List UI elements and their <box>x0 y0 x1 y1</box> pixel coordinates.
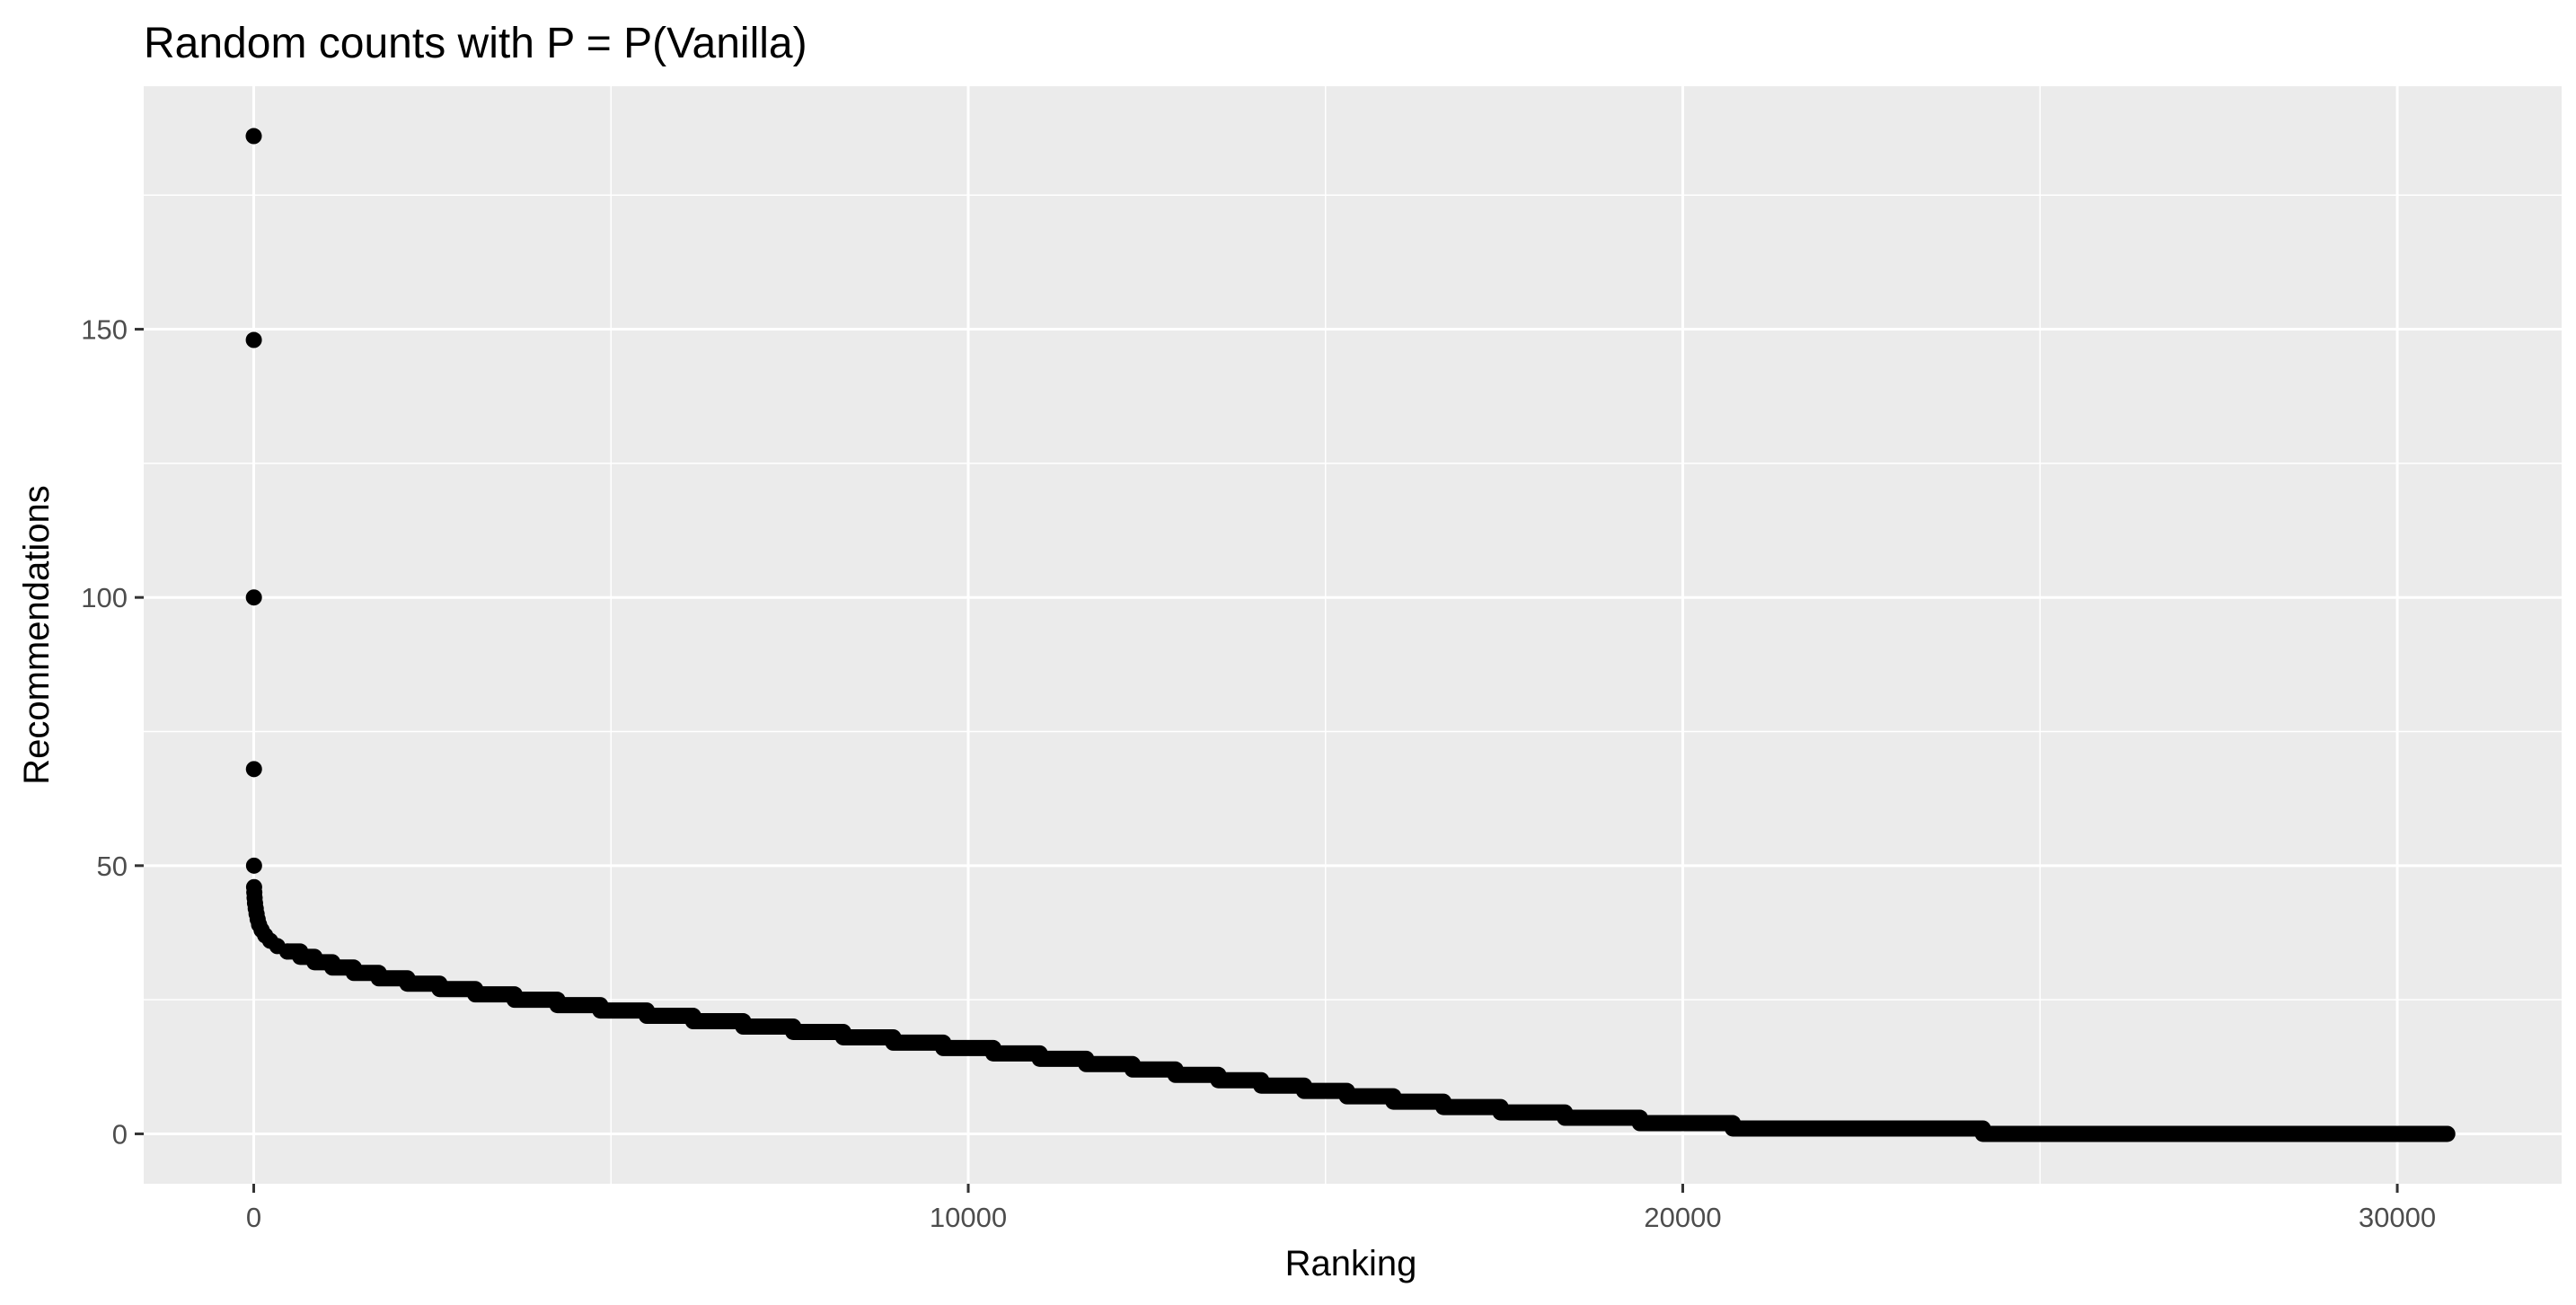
data-point <box>245 128 262 145</box>
data-point <box>245 589 262 606</box>
y-tick-labels: 0 50 100 150 <box>81 314 128 1151</box>
data-point <box>245 761 262 778</box>
y-axis-title: Recommendations <box>17 485 57 785</box>
axis-ticks <box>135 328 2399 1193</box>
y-tick-label: 50 <box>97 851 128 882</box>
x-tick-labels: 0 10000 20000 30000 <box>246 1202 2436 1233</box>
data-point <box>245 857 262 874</box>
y-tick-label: 0 <box>112 1118 128 1150</box>
plot-panel <box>144 86 2562 1184</box>
x-tick-label: 10000 <box>930 1202 1007 1233</box>
x-tick-label: 0 <box>246 1202 261 1233</box>
x-tick-label: 20000 <box>1644 1202 1721 1233</box>
chart-title: Random counts with P = P(Vanilla) <box>144 20 807 67</box>
x-tick-label: 30000 <box>2359 1202 2436 1233</box>
y-tick-label: 150 <box>81 314 128 346</box>
data-points <box>245 128 2456 1142</box>
data-point <box>245 331 262 348</box>
x-axis-title: Ranking <box>1285 1244 1417 1283</box>
y-tick-label: 100 <box>81 582 128 613</box>
